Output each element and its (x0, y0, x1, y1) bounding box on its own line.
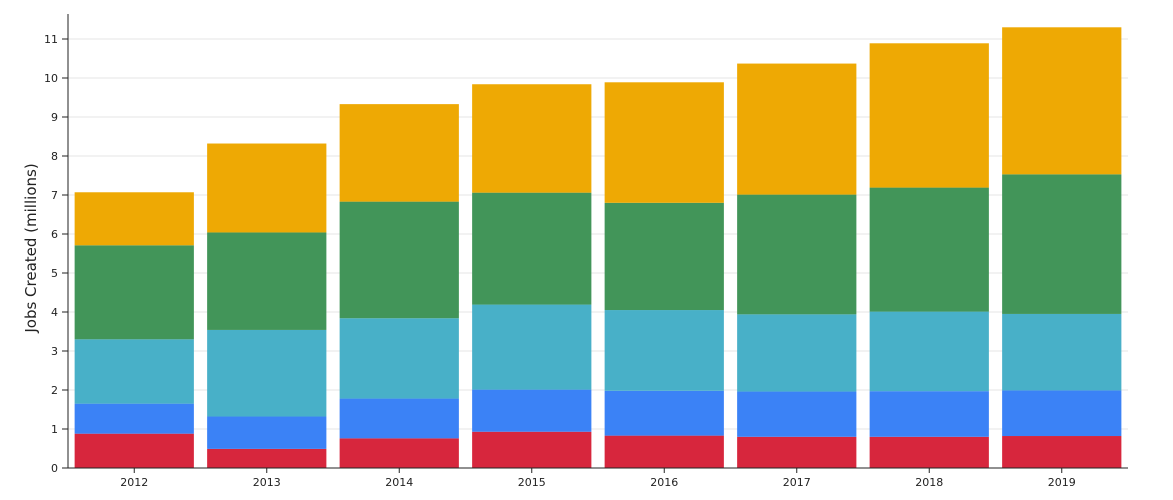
bar-segment-2017-s5 (737, 63, 857, 195)
y-tick-label: 11 (44, 33, 58, 46)
x-tick-label: 2019 (1048, 476, 1076, 489)
bar-segment-2017-s2 (737, 391, 857, 437)
bar-segment-2015-s1 (472, 431, 592, 468)
bar-segment-2019-s3 (1002, 313, 1122, 391)
x-tick-label: 2014 (385, 476, 413, 489)
bar-segment-2017-s3 (737, 314, 857, 392)
bar-segment-2019-s4 (1002, 174, 1122, 314)
bar-segment-2013-s5 (207, 143, 327, 233)
bar-segment-2014-s1 (339, 438, 459, 468)
bar-segment-2016-s5 (604, 82, 724, 203)
bar-segment-2019-s2 (1002, 390, 1122, 437)
x-tick-label: 2018 (915, 476, 943, 489)
bar-segment-2018-s3 (869, 311, 989, 392)
y-tick-label: 1 (51, 423, 58, 436)
bar-segment-2017-s4 (737, 194, 857, 315)
y-tick-label: 2 (51, 384, 58, 397)
bar-segment-2014-s2 (339, 398, 459, 439)
bar-segment-2017-s1 (737, 436, 857, 468)
bar-segment-2016-s2 (604, 390, 724, 436)
x-tick-label: 2017 (783, 476, 811, 489)
bar-segment-2018-s5 (869, 43, 989, 188)
bar-segment-2012-s4 (74, 245, 194, 340)
bar-segment-2016-s1 (604, 435, 724, 468)
bar-segment-2016-s3 (604, 310, 724, 391)
y-tick-label: 4 (51, 306, 58, 319)
bar-segment-2015-s5 (472, 84, 592, 193)
bar-segment-2018-s1 (869, 436, 989, 468)
y-tick-label: 0 (51, 462, 58, 475)
bar-segment-2012-s5 (74, 192, 194, 246)
y-tick-label: 6 (51, 228, 58, 241)
bar-segment-2016-s4 (604, 202, 724, 311)
y-tick-label: 5 (51, 267, 58, 280)
bar-segment-2018-s4 (869, 187, 989, 312)
bar-segment-2018-s2 (869, 391, 989, 437)
x-tick-label: 2012 (120, 476, 148, 489)
bar-segment-2013-s1 (207, 448, 327, 468)
x-tick-label: 2016 (650, 476, 678, 489)
axes: 0 1 2 3 4 5 6 7 8 9 10 11 2012 2013 2014 2015 2016 2017 20… (44, 14, 1128, 489)
bars (74, 27, 1122, 468)
bar-segment-2013-s3 (207, 329, 327, 417)
y-tick-label: 3 (51, 345, 58, 358)
y-tick-label: 10 (44, 72, 58, 85)
bar-segment-2012-s2 (74, 403, 194, 434)
bar-segment-2012-s3 (74, 339, 194, 404)
y-axis-title: Jobs Created (millions) (22, 163, 40, 333)
x-tick-label: 2015 (518, 476, 546, 489)
bar-segment-2012-s1 (74, 433, 194, 468)
bar-segment-2013-s2 (207, 416, 327, 449)
x-tick-label: 2013 (253, 476, 281, 489)
bar-segment-2015-s4 (472, 192, 592, 305)
bar-segment-2019-s1 (1002, 436, 1122, 468)
bar-segment-2015-s3 (472, 304, 592, 390)
bar-segment-2014-s5 (339, 104, 459, 202)
y-tick-label: 8 (51, 150, 58, 163)
bar-segment-2014-s4 (339, 201, 459, 319)
bar-segment-2015-s2 (472, 389, 592, 432)
y-tick-label: 7 (51, 189, 58, 202)
y-tick-label: 9 (51, 111, 58, 124)
bar-segment-2014-s3 (339, 318, 459, 399)
bar-segment-2019-s5 (1002, 27, 1122, 175)
bar-segment-2013-s4 (207, 232, 327, 330)
